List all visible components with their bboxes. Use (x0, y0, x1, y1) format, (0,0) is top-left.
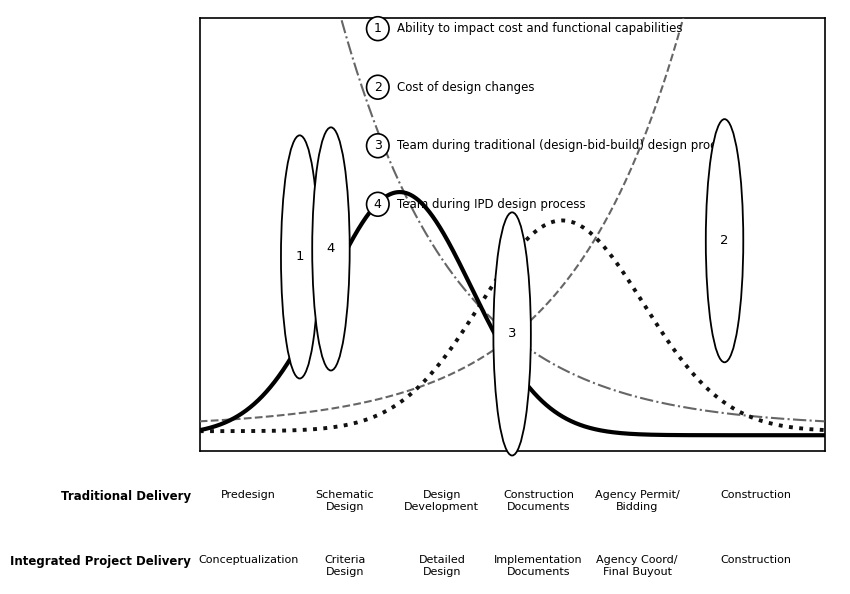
Text: Agency Coord/
Final Buyout: Agency Coord/ Final Buyout (597, 555, 677, 577)
Ellipse shape (366, 134, 389, 157)
Text: 1: 1 (374, 22, 382, 35)
Text: Ability to impact cost and functional capabilities: Ability to impact cost and functional ca… (397, 22, 682, 35)
Text: Conceptualization: Conceptualization (198, 555, 298, 565)
Text: Implementation
Documents: Implementation Documents (495, 555, 583, 577)
Text: Agency Permit/
Bidding: Agency Permit/ Bidding (595, 490, 679, 511)
Text: Construction: Construction (720, 490, 791, 500)
Ellipse shape (366, 192, 389, 216)
Text: Integrated Project Delivery: Integrated Project Delivery (10, 555, 191, 568)
Circle shape (312, 127, 349, 371)
Ellipse shape (366, 75, 389, 99)
Text: 4: 4 (374, 198, 382, 211)
Text: Cost of design changes: Cost of design changes (397, 81, 534, 94)
Text: Criteria
Design: Criteria Design (325, 555, 366, 577)
Text: Construction
Documents: Construction Documents (503, 490, 575, 511)
Ellipse shape (366, 17, 389, 40)
Text: Design
Development: Design Development (405, 490, 479, 511)
Text: Detailed
Design: Detailed Design (418, 555, 465, 577)
Circle shape (281, 135, 319, 378)
Text: Traditional Delivery: Traditional Delivery (61, 490, 191, 503)
Text: Predesign: Predesign (221, 490, 275, 500)
Text: Schematic
Design: Schematic Design (315, 490, 374, 511)
Text: 3: 3 (507, 327, 516, 340)
Circle shape (493, 212, 531, 456)
Text: Construction: Construction (720, 555, 791, 565)
Text: 1: 1 (296, 251, 304, 263)
Circle shape (706, 119, 743, 362)
Text: Team during traditional (design-bid-build) design process: Team during traditional (design-bid-buil… (397, 139, 735, 152)
Text: 3: 3 (374, 139, 382, 152)
Text: 2: 2 (374, 81, 382, 94)
Text: 4: 4 (326, 242, 335, 255)
Text: 2: 2 (720, 234, 728, 247)
Text: Team during IPD design process: Team during IPD design process (397, 198, 585, 211)
